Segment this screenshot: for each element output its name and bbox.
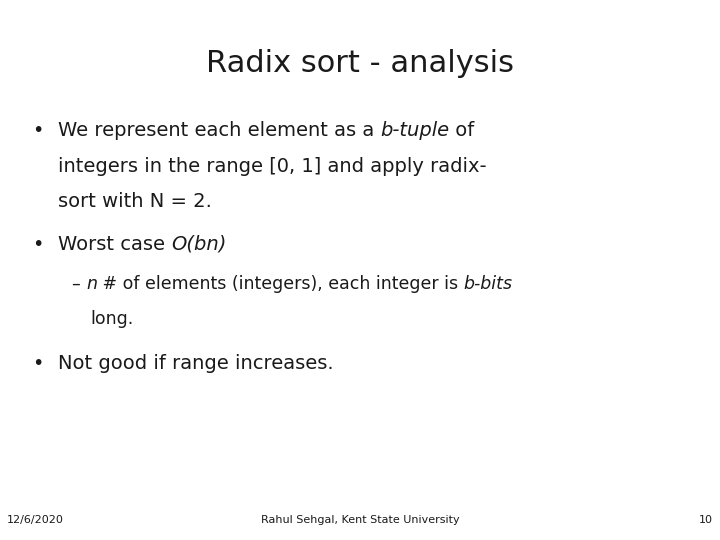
Text: n: n [86, 275, 97, 293]
Text: long.: long. [90, 310, 133, 328]
Text: sort with N = 2.: sort with N = 2. [58, 192, 212, 211]
Text: b-bits: b-bits [464, 275, 513, 293]
Text: 12/6/2020: 12/6/2020 [7, 515, 64, 525]
Text: Rahul Sehgal, Kent State University: Rahul Sehgal, Kent State University [261, 515, 459, 525]
Text: of: of [449, 122, 474, 140]
Text: 10: 10 [699, 515, 713, 525]
Text: Not good if range increases.: Not good if range increases. [58, 354, 333, 373]
Text: b-tuple: b-tuple [380, 122, 449, 140]
Text: Worst case: Worst case [58, 235, 171, 254]
Text: •: • [32, 122, 44, 140]
Text: integers in the range [0, 1] and apply radix-: integers in the range [0, 1] and apply r… [58, 157, 486, 176]
Text: •: • [32, 354, 44, 373]
Text: # of elements (integers), each integer is: # of elements (integers), each integer i… [97, 275, 464, 293]
Text: We represent each element as a: We represent each element as a [58, 122, 380, 140]
Text: O(bn): O(bn) [171, 235, 226, 254]
Text: Radix sort - analysis: Radix sort - analysis [206, 49, 514, 78]
Text: –: – [72, 275, 86, 293]
Text: •: • [32, 235, 44, 254]
